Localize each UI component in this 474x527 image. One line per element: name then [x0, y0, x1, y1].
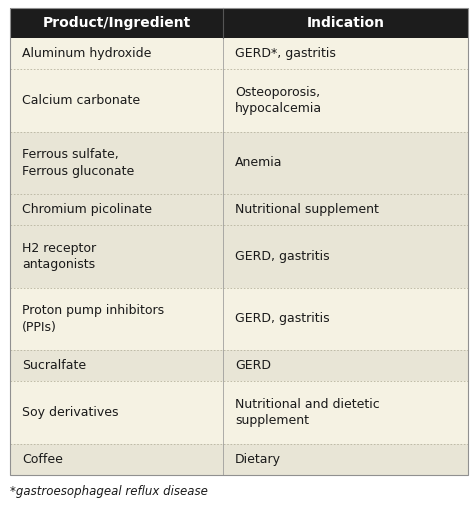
Text: *gastroesophageal reflux disease: *gastroesophageal reflux disease [10, 485, 208, 498]
Bar [10, 69, 223, 132]
Bar [10, 132, 223, 194]
Text: Nutritional supplement: Nutritional supplement [235, 203, 379, 216]
Bar [10, 288, 223, 350]
Text: Coffee: Coffee [22, 453, 63, 466]
Text: Sucralfate: Sucralfate [22, 359, 86, 372]
Text: GERD*, gastritis: GERD*, gastritis [235, 47, 336, 60]
Bar [223, 288, 468, 350]
Text: Dietary: Dietary [235, 453, 281, 466]
Bar [223, 69, 468, 132]
Text: GERD, gastritis: GERD, gastritis [235, 313, 329, 326]
Text: Indication: Indication [307, 16, 384, 30]
Text: Anemia: Anemia [235, 157, 283, 169]
Text: Chromium picolinate: Chromium picolinate [22, 203, 152, 216]
Text: GERD: GERD [235, 359, 271, 372]
Bar [223, 444, 468, 475]
Bar [223, 225, 468, 288]
Bar [223, 132, 468, 194]
Bar [10, 382, 223, 444]
Bar [10, 8, 468, 38]
Text: Soy derivatives: Soy derivatives [22, 406, 119, 419]
Text: H2 receptor
antagonists: H2 receptor antagonists [22, 242, 96, 271]
Text: Ferrous sulfate,
Ferrous gluconate: Ferrous sulfate, Ferrous gluconate [22, 148, 134, 178]
Bar [223, 194, 468, 225]
FancyArrow shape [235, 118, 440, 395]
Text: Product/Ingredient: Product/Ingredient [42, 16, 191, 30]
Text: Nutritional and dietetic
supplement: Nutritional and dietetic supplement [235, 398, 380, 427]
Bar [10, 194, 223, 225]
Bar [10, 8, 468, 475]
Bar [223, 382, 468, 444]
FancyArrow shape [22, 118, 205, 395]
Text: GERD, gastritis: GERD, gastritis [235, 250, 329, 263]
Bar [10, 350, 223, 382]
Text: Calcium carbonate: Calcium carbonate [22, 94, 140, 107]
Text: Aluminum hydroxide: Aluminum hydroxide [22, 47, 151, 60]
Bar [10, 38, 223, 69]
Bar [10, 225, 223, 288]
Bar [223, 350, 468, 382]
Text: Osteoporosis,
hypocalcemia: Osteoporosis, hypocalcemia [235, 86, 322, 115]
Text: Proton pump inhibitors
(PPIs): Proton pump inhibitors (PPIs) [22, 304, 164, 334]
Bar [223, 38, 468, 69]
Bar [10, 444, 223, 475]
